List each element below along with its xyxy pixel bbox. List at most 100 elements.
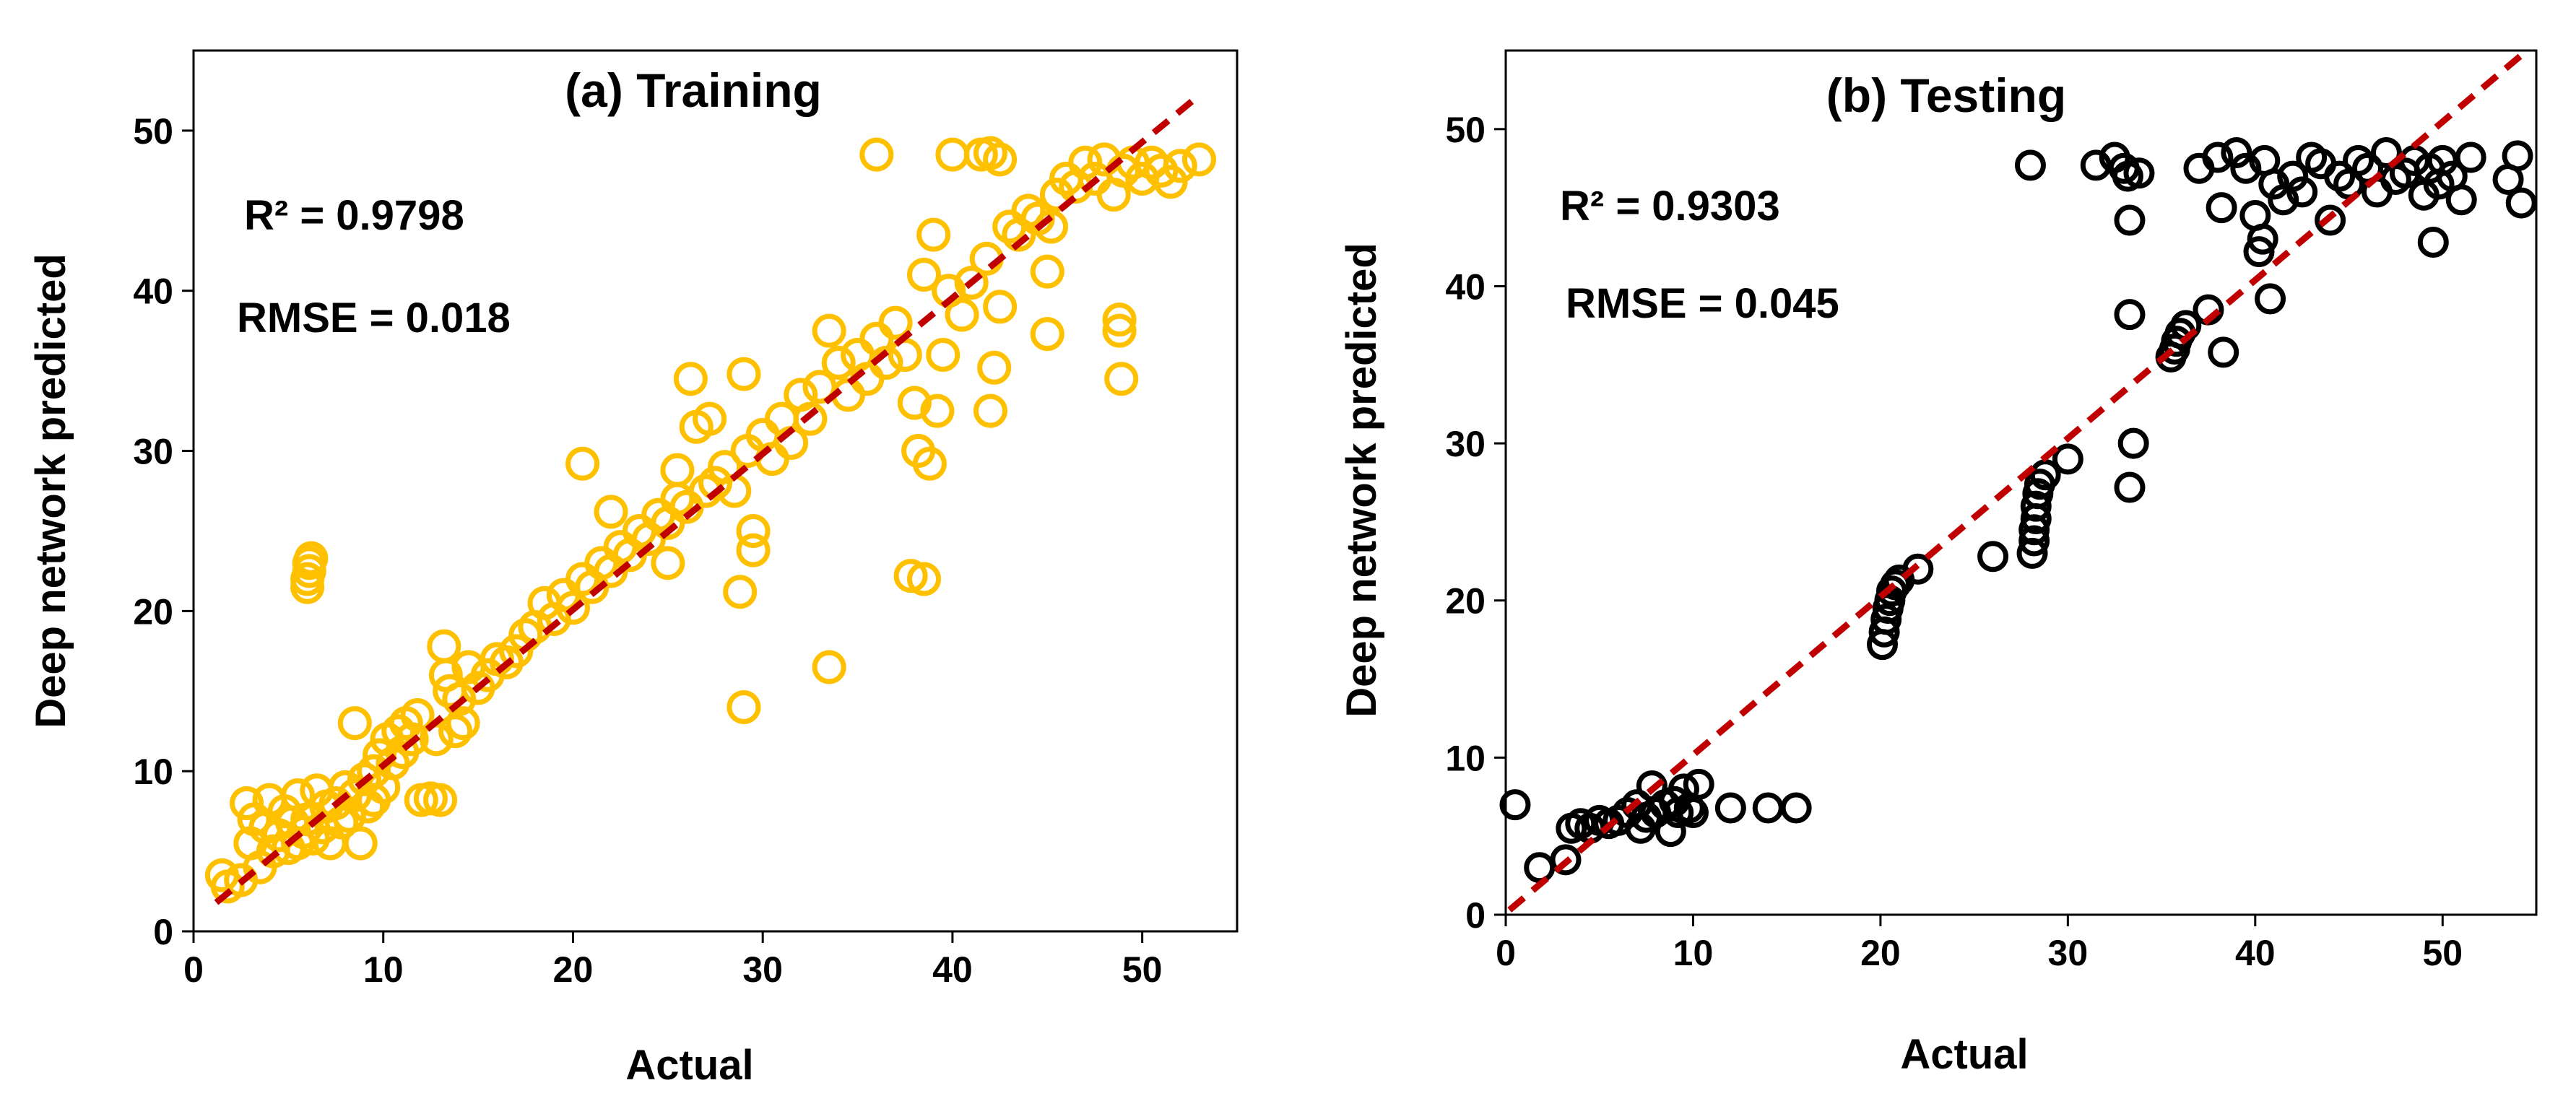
data-point — [673, 362, 708, 396]
testing-points — [1499, 136, 2537, 884]
data-point — [423, 783, 458, 817]
chart-title: (b) Testing — [1826, 69, 2066, 122]
chart-title: (a) Training — [565, 64, 822, 117]
data-point — [1499, 789, 1531, 821]
x-axis-label: Actual — [625, 1042, 753, 1089]
data-point — [2255, 283, 2286, 315]
data-point — [2315, 204, 2346, 236]
data-point — [660, 453, 695, 487]
data-point — [2258, 168, 2290, 200]
y-tick-label: 50 — [133, 111, 173, 152]
data-point — [1011, 193, 1046, 228]
data-point — [912, 446, 947, 481]
data-point — [2114, 299, 2146, 331]
data-point — [736, 513, 771, 548]
data-point — [869, 346, 903, 380]
data-point — [2247, 223, 2278, 255]
data-point — [230, 786, 264, 821]
data-point — [2114, 204, 2146, 236]
data-point — [736, 533, 771, 567]
data-point — [427, 629, 461, 663]
data-point — [954, 266, 989, 300]
data-point — [1163, 149, 1197, 183]
data-point — [2230, 152, 2262, 184]
data-point — [1880, 569, 1912, 601]
training-panel: 0 10 20 30 40 50 0 10 20 30 40 50 (a) Training R² =… — [27, 49, 1239, 1089]
y-tick-label: 20 — [1445, 581, 1486, 622]
data-point — [1181, 142, 1216, 177]
x-tick-label: 0 — [183, 949, 204, 990]
y-tick-label: 0 — [1465, 895, 1486, 936]
data-point — [400, 698, 435, 733]
data-point — [1714, 792, 1746, 824]
x-tick-label: 50 — [2422, 933, 2463, 973]
x-tick-label: 0 — [1496, 933, 1516, 973]
data-point — [935, 137, 970, 172]
data-point — [812, 650, 846, 684]
x-axis-label: Actual — [1900, 1031, 2028, 1078]
data-point — [555, 591, 590, 625]
data-point — [2505, 187, 2537, 219]
data-point — [945, 297, 979, 332]
data-point — [723, 575, 758, 609]
x-tick-label: 40 — [932, 949, 973, 990]
data-point — [2417, 227, 2449, 258]
data-point — [294, 541, 329, 575]
data-point — [1870, 604, 1902, 635]
data-point — [1550, 844, 1582, 876]
data-point — [1752, 792, 1784, 824]
data-point — [1104, 362, 1139, 396]
data-point — [1677, 797, 1709, 829]
data-point — [324, 805, 359, 840]
data-point — [2117, 427, 2149, 459]
data-point — [2114, 471, 2146, 503]
data-point — [2370, 136, 2402, 168]
x-tick-label: 30 — [742, 949, 783, 990]
data-point — [1030, 317, 1064, 352]
data-point — [594, 495, 628, 529]
y-tick-label: 0 — [153, 912, 173, 952]
data-point — [2052, 443, 2083, 475]
data-point — [2286, 176, 2318, 208]
testing-panel: 0 10 20 30 40 50 0 10 20 30 40 50 (b) Testing R² = … — [1338, 48, 2538, 1078]
data-point — [2014, 149, 2046, 181]
y-tick-label: 40 — [133, 271, 173, 312]
data-point — [1524, 852, 1556, 884]
x-tick-label: 50 — [1122, 949, 1163, 990]
y-tick-label: 30 — [1445, 424, 1486, 464]
x-tick-label: 40 — [2235, 933, 2276, 973]
data-point — [920, 393, 955, 428]
r-squared-annotation: R² = 0.9798 — [244, 192, 464, 239]
data-point — [2029, 459, 2061, 491]
data-point — [2221, 136, 2252, 168]
data-point — [727, 357, 761, 391]
data-point — [2020, 490, 2052, 522]
axis-ticks: 0 10 20 30 40 50 0 10 20 30 40 50 — [1445, 110, 2463, 973]
data-point — [2018, 525, 2050, 557]
data-point — [973, 393, 1007, 428]
data-point — [651, 546, 685, 580]
y-tick-label: 40 — [1445, 266, 1486, 307]
plot-frame — [1504, 49, 2538, 916]
x-tick-label: 30 — [2048, 933, 2089, 973]
data-point — [897, 386, 932, 420]
data-point — [331, 798, 366, 833]
y-tick-label: 20 — [133, 591, 173, 632]
data-point — [821, 346, 856, 380]
data-point — [926, 337, 960, 372]
data-point — [2208, 336, 2239, 368]
x-tick-label: 10 — [363, 949, 404, 990]
data-point — [2502, 140, 2533, 172]
data-point — [2455, 142, 2486, 173]
y-tick-label: 30 — [133, 432, 173, 472]
data-point — [878, 305, 913, 340]
data-point — [2206, 192, 2237, 224]
data-point — [1902, 553, 1934, 585]
y-axis-label: Deep network predicted — [1338, 243, 1385, 717]
plot-frame — [192, 49, 1239, 933]
x-tick-label: 10 — [1673, 933, 1714, 973]
data-point — [983, 290, 1018, 324]
data-point — [977, 350, 1012, 385]
data-point — [812, 313, 846, 348]
data-point — [1102, 303, 1137, 337]
